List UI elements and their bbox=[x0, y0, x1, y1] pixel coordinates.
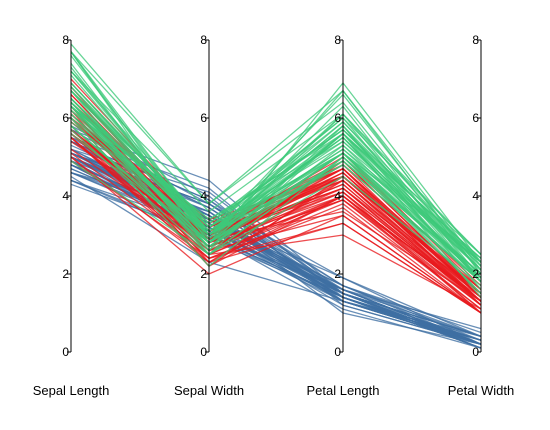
virginica-line bbox=[70, 101, 482, 267]
axis-petal-width: 0 2 4 6 8 Petal Width bbox=[448, 33, 514, 398]
axis-sepal-length: 0 2 4 6 8 Sepal Length bbox=[33, 33, 110, 398]
tick-label: 6 bbox=[200, 111, 207, 125]
tick-label: 8 bbox=[62, 33, 69, 47]
tick-label: 4 bbox=[200, 189, 207, 203]
versicolor-line bbox=[70, 152, 482, 310]
virginica-line bbox=[70, 51, 482, 275]
tick-label: 4 bbox=[472, 189, 479, 203]
axis-title: Sepal Width bbox=[174, 383, 244, 398]
tick-label: 6 bbox=[472, 111, 479, 125]
axis-title: Sepal Length bbox=[33, 383, 110, 398]
axis-sepal-width: 0 2 4 6 8 Sepal Width bbox=[174, 33, 244, 398]
tick-label: 2 bbox=[200, 267, 207, 281]
tick-label: 8 bbox=[334, 33, 341, 47]
virginica-line bbox=[70, 98, 482, 275]
series-virginica bbox=[70, 43, 482, 298]
virginica-line bbox=[70, 90, 482, 259]
tick-label: 8 bbox=[200, 33, 207, 47]
tick-label: 0 bbox=[334, 345, 341, 359]
tick-label: 4 bbox=[62, 189, 69, 203]
tick-label: 0 bbox=[472, 345, 479, 359]
tick-label: 6 bbox=[334, 111, 341, 125]
virginica-line bbox=[70, 160, 482, 287]
virginica-line bbox=[70, 51, 482, 267]
virginica-line bbox=[70, 90, 482, 255]
tick-label: 2 bbox=[62, 267, 69, 281]
axis-petal-length: 0 2 4 6 8 Petal Length bbox=[306, 33, 379, 398]
tick-label: 8 bbox=[472, 33, 479, 47]
virginica-line bbox=[70, 70, 482, 255]
tick-label: 4 bbox=[334, 189, 341, 203]
axes-layer: 0 2 4 6 8 Sepal Length 0 2 4 6 8 Sepal Width 0 2 4 6 8 Pe… bbox=[33, 33, 515, 398]
versicolor-line bbox=[70, 156, 482, 314]
virginica-line bbox=[70, 117, 482, 294]
tick-label: 2 bbox=[472, 267, 479, 281]
axis-title: Petal Width bbox=[448, 383, 514, 398]
axis-title: Petal Length bbox=[306, 383, 379, 398]
virginica-line bbox=[70, 109, 482, 263]
tick-label: 0 bbox=[62, 345, 69, 359]
tick-label: 2 bbox=[334, 267, 341, 281]
tick-label: 6 bbox=[62, 111, 69, 125]
tick-label: 0 bbox=[200, 345, 207, 359]
versicolor-line bbox=[70, 137, 482, 302]
lines-layer bbox=[70, 43, 482, 349]
versicolor-line bbox=[70, 137, 482, 314]
virginica-line bbox=[70, 125, 482, 279]
virginica-line bbox=[70, 121, 482, 283]
